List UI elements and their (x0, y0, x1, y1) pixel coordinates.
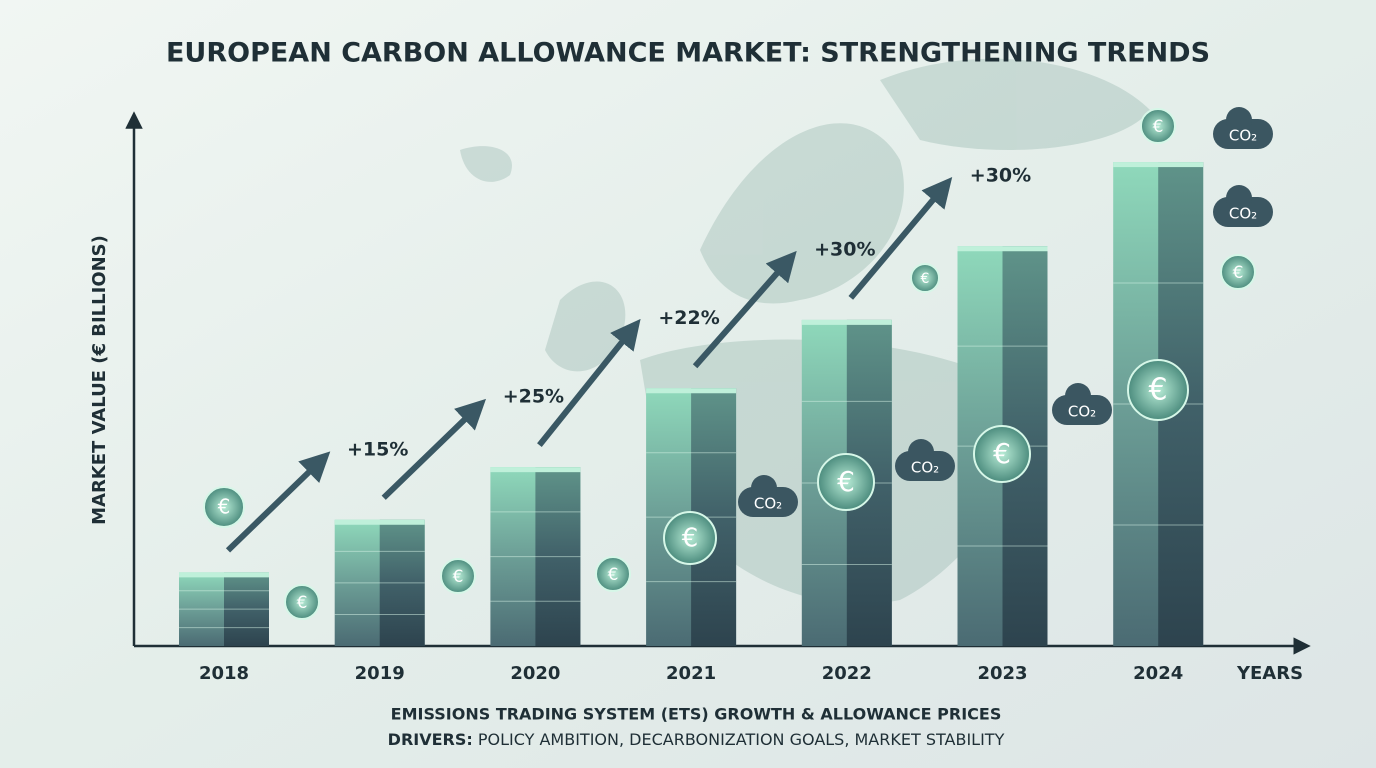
euro-coin (663, 511, 717, 565)
co2-cloud-puff (1226, 107, 1252, 133)
x-tick-label: 2018 (199, 663, 249, 684)
drivers-text: POLICY AMBITION, DECARBONIZATION GOALS, … (478, 730, 1005, 749)
growth-label: +15% (347, 438, 408, 460)
euro-symbol: € (608, 565, 619, 585)
bar-cap (179, 572, 269, 578)
bar-group (490, 467, 581, 646)
co2-cloud-puff (908, 439, 934, 465)
x-tick-label: 2023 (977, 663, 1027, 684)
euro-coin (910, 263, 940, 293)
footnote-line: EMISSIONS TRADING SYSTEM (ETS) GROWTH & … (391, 705, 1002, 724)
growth-label: +22% (658, 307, 719, 329)
bar-group (179, 572, 269, 646)
co2-symbol: CO₂ (1229, 127, 1257, 145)
bar-group (646, 388, 737, 646)
growth-arrow (692, 250, 797, 369)
euro-coin (817, 453, 875, 511)
x-tick-label: 2019 (355, 663, 405, 684)
x-axis-label: YEARS (1236, 663, 1303, 684)
footnote-drivers: DRIVERS: POLICY AMBITION, DECARBONIZATIO… (388, 730, 1005, 749)
euro-coin (1127, 359, 1189, 421)
bar-cap (646, 388, 737, 394)
bar-cap (490, 467, 581, 473)
bar-group (334, 519, 425, 646)
euro-coin (1220, 254, 1256, 290)
euro-symbol: € (297, 593, 308, 613)
bar-cap (1113, 162, 1204, 168)
euro-symbol: € (218, 495, 231, 519)
euro-symbol: € (1148, 373, 1167, 408)
co2-symbol: CO₂ (754, 495, 782, 513)
euro-symbol: € (921, 271, 930, 287)
bar-cap (957, 246, 1048, 252)
x-tick-label: 2020 (510, 663, 560, 684)
x-tick-label: 2021 (666, 663, 716, 684)
growth-label: +25% (503, 386, 564, 408)
euro-coin (973, 425, 1031, 483)
euro-symbol: € (993, 437, 1011, 470)
growth-arrow (848, 177, 953, 300)
euro-symbol: € (682, 524, 699, 554)
co2-symbol: CO₂ (1229, 205, 1257, 223)
growth-arrow (537, 318, 641, 448)
y-axis-label: MARKET VALUE (€ BILLIONS) (89, 235, 110, 525)
co2-symbol: CO₂ (1068, 403, 1096, 421)
euro-symbol: € (1153, 117, 1164, 137)
euro-coin (1140, 108, 1176, 144)
growth-arrow (381, 398, 487, 500)
bar-cap (801, 319, 892, 325)
growth-label: +30% (970, 165, 1031, 187)
x-tick-label: 2024 (1133, 663, 1183, 684)
euro-coin (595, 556, 631, 592)
euro-symbol: € (1233, 263, 1244, 283)
bar-cap (334, 519, 425, 525)
euro-symbol: € (837, 465, 855, 498)
growth-arrow (225, 451, 331, 553)
co2-cloud-puff (1065, 383, 1091, 409)
co2-symbol: CO₂ (911, 459, 939, 477)
euro-coin (203, 486, 245, 528)
drivers-label: DRIVERS: (388, 730, 473, 749)
chart-title: EUROPEAN CARBON ALLOWANCE MARKET: STRENG… (166, 38, 1210, 69)
euro-symbol: € (453, 567, 464, 587)
euro-coin (284, 584, 320, 620)
euro-coin (440, 558, 476, 594)
growth-label: +30% (814, 238, 875, 260)
x-tick-label: 2022 (822, 663, 872, 684)
co2-cloud-puff (751, 475, 777, 501)
co2-cloud-puff (1226, 185, 1252, 211)
